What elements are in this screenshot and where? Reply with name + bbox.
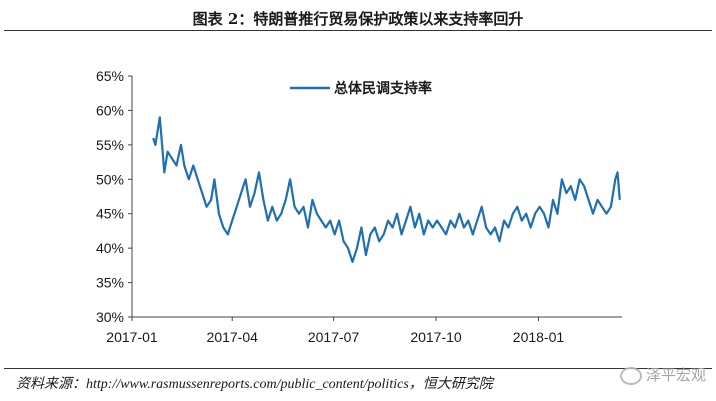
legend-label: 总体民调支持率	[334, 80, 432, 97]
series-group	[152, 116, 621, 263]
axes	[131, 76, 622, 318]
wechat-icon	[619, 366, 642, 385]
x-tick-label: 2017-04	[207, 329, 259, 345]
x-axis-ticks: 2017-01 2017-04 2017-07 2017-10 2018-01	[106, 317, 564, 345]
x-tick-label: 2017-07	[308, 329, 360, 345]
x-tick-label: 2017-01	[106, 329, 158, 345]
figure-title: 图表 2：特朗普推行贸易保护政策以来支持率回升	[192, 10, 524, 28]
source-note: 资料来源：http://www.rasmussenreports.com/pub…	[16, 377, 493, 392]
y-tick-label: 55%	[96, 137, 124, 153]
x-tick-label: 2018-01	[513, 329, 565, 345]
watermark-text: 泽平宏观	[645, 366, 706, 384]
y-tick-label: 35%	[96, 275, 124, 291]
y-tick-label: 65%	[96, 68, 124, 84]
y-tick-label: 50%	[96, 171, 124, 187]
x-tick-label: 2017-10	[410, 329, 462, 345]
line-chart: 30%35%40%45%50%55%60%65% 2017-01 2017-04 2…	[96, 68, 622, 345]
source-divider	[4, 368, 712, 369]
y-axis-ticks: 30% 35% 40% 45% 50% 55% 60% 65%	[96, 68, 132, 325]
title-divider	[4, 30, 712, 31]
y-tick-label: 45%	[96, 206, 124, 222]
y-tick-label: 60%	[96, 102, 124, 118]
legend: 总体民调支持率	[290, 80, 432, 97]
y-tick-label: 30%	[96, 309, 124, 325]
y-tick-label: 40%	[96, 240, 124, 256]
watermark: 泽平宏观	[619, 364, 706, 385]
series-line	[152, 116, 621, 263]
